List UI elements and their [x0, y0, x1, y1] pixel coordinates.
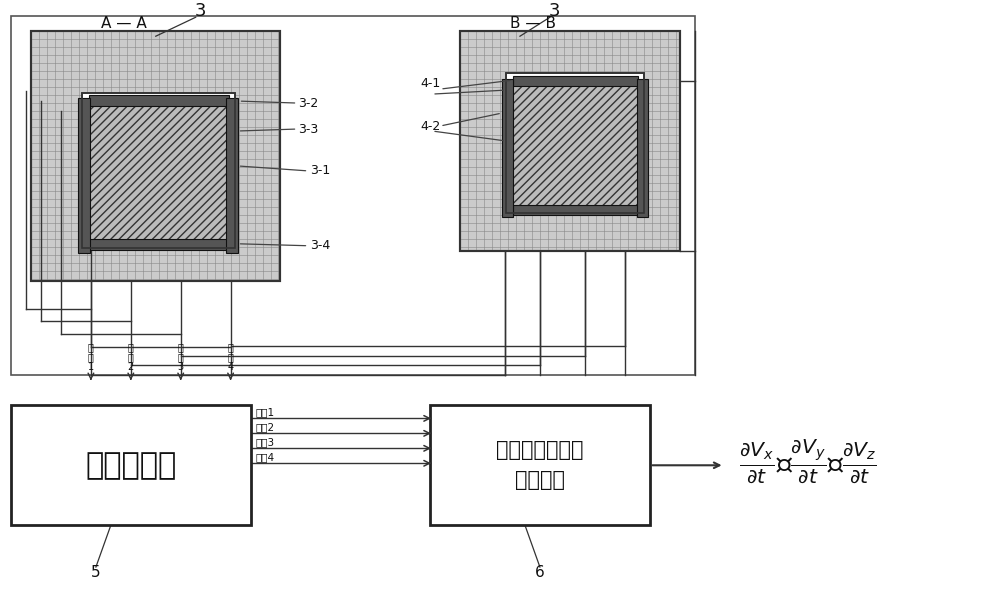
Text: 电荷放大器: 电荷放大器 — [85, 451, 176, 480]
Bar — [31, 31, 280, 281]
Bar — [506, 73, 644, 213]
Text: B — B: B — B — [510, 16, 556, 31]
Bar — [637, 79, 648, 217]
Text: 6: 6 — [535, 565, 545, 580]
Text: 通道3: 通道3 — [256, 437, 275, 448]
Bar — [82, 93, 235, 248]
Bar — [11, 406, 251, 525]
Text: 通
道
4: 通 道 4 — [228, 343, 234, 372]
Bar — [460, 31, 680, 251]
Text: 通道1: 通道1 — [256, 407, 275, 417]
Text: 5: 5 — [91, 565, 101, 580]
Text: 3: 3 — [195, 2, 206, 20]
Bar — [31, 31, 280, 281]
Text: 3-3: 3-3 — [298, 123, 319, 136]
Text: 3-4: 3-4 — [310, 239, 331, 252]
Text: 存储模块: 存储模块 — [515, 470, 565, 490]
Text: 通
道
3: 通 道 3 — [178, 343, 184, 372]
Bar — [82, 93, 235, 248]
Bar — [11, 16, 695, 375]
Text: 3: 3 — [549, 2, 561, 20]
Bar — [513, 205, 638, 215]
Bar — [86, 101, 231, 246]
Text: 通
道
1: 通 道 1 — [88, 343, 94, 372]
Text: $\frac{\partial V_x}{\partial t}$、$\frac{\partial V_y}{\partial t}$、$\frac{\part: $\frac{\partial V_x}{\partial t}$、$\frac… — [739, 438, 877, 487]
Bar — [430, 406, 650, 525]
Text: 4-1: 4-1 — [420, 76, 440, 89]
Bar — [510, 81, 640, 211]
Bar — [89, 95, 229, 106]
Bar — [502, 79, 513, 217]
Text: 通道2: 通道2 — [256, 422, 275, 432]
Bar — [460, 31, 680, 251]
Text: 信号处理、显示: 信号处理、显示 — [496, 440, 584, 461]
Bar — [89, 239, 229, 250]
Bar — [78, 98, 90, 253]
Text: A — A: A — A — [101, 16, 147, 31]
Text: 3-2: 3-2 — [298, 96, 319, 110]
Bar — [513, 76, 638, 86]
Text: 通
道
2: 通 道 2 — [128, 343, 134, 372]
Text: 通道4: 通道4 — [256, 452, 275, 462]
Text: 4-2: 4-2 — [420, 120, 440, 133]
Text: 3-1: 3-1 — [310, 165, 331, 178]
Bar — [226, 98, 238, 253]
Bar — [506, 73, 644, 213]
